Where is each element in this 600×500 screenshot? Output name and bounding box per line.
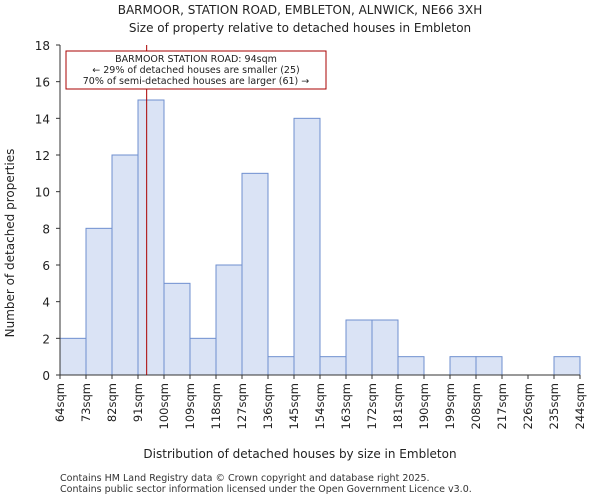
y-tick-label-12: 12 [35,149,50,163]
x-tick-label-244sqm: 244sqm [573,383,587,429]
bar-181sqm [397,356,425,376]
x-tick-label-73sqm: 73sqm [79,383,93,422]
x-tick-label-136sqm: 136sqm [261,383,275,429]
bar-100sqm [163,282,191,376]
x-tick-label-163sqm: 163sqm [339,383,353,429]
annotation-line-2: ← 29% of detached houses are smaller (25… [92,65,299,76]
y-tick-label-18: 18 [35,39,50,53]
y-tick-label-16: 16 [35,76,50,90]
y-tick-label-2: 2 [42,332,50,346]
annotation-line-1: BARMOOR STATION ROAD: 94sqm [115,54,277,65]
x-tick-label-127sqm: 127sqm [235,383,249,429]
x-tick-label-109sqm: 109sqm [183,383,197,429]
bar-208sqm [475,356,503,376]
footer-line-2: Contains public sector information licen… [60,484,472,495]
bar-127sqm [241,172,269,376]
x-tick-label-145sqm: 145sqm [287,383,301,429]
bar-199sqm [449,356,477,376]
x-tick-label-181sqm: 181sqm [391,383,405,429]
x-tick-label-100sqm: 100sqm [157,383,171,429]
x-tick-label-190sqm: 190sqm [417,383,431,429]
x-tick-label-199sqm: 199sqm [443,383,457,429]
annotation-box: BARMOOR STATION ROAD: 94sqm ← 29% of det… [65,50,327,90]
annotation-line-3: 70% of semi-detached houses are larger (… [83,76,310,87]
x-tick-label-154sqm: 154sqm [313,383,327,429]
bar-235sqm [553,356,581,376]
bar-136sqm [267,356,295,376]
y-axis-label: Number of detached properties [3,149,17,338]
chart-title: BARMOOR, STATION ROAD, EMBLETON, ALNWICK… [117,3,483,17]
x-tick-label-64sqm: 64sqm [53,383,67,422]
x-tick-label-172sqm: 172sqm [365,383,379,429]
y-tick-label-10: 10 [35,186,50,200]
x-tick-label-91sqm: 91sqm [131,383,145,422]
x-tick-label-235sqm: 235sqm [547,383,561,429]
bar-64sqm [59,337,87,376]
y-tick-label-0: 0 [42,369,50,383]
x-axis-label: Distribution of detached houses by size … [143,447,456,461]
bar-172sqm [371,319,399,376]
y-tick-label-8: 8 [42,222,50,236]
x-tick-label-217sqm: 217sqm [495,383,509,429]
bar-73sqm [85,227,113,376]
bar-91sqm [137,99,165,376]
y-tick-label-4: 4 [42,296,50,310]
bar-145sqm [293,117,321,376]
y-tick-label-14: 14 [35,112,50,126]
y-tick-label-6: 6 [42,259,50,273]
footer-line-1: Contains HM Land Registry data © Crown c… [60,473,430,484]
bar-109sqm [189,337,217,376]
x-tick-label-82sqm: 82sqm [105,383,119,422]
x-tick-label-226sqm: 226sqm [521,383,535,429]
bar-163sqm [345,319,373,376]
bar-154sqm [319,356,347,376]
bar-118sqm [215,264,243,376]
chart-subtitle: Size of property relative to detached ho… [128,21,472,35]
x-tick-label-118sqm: 118sqm [209,383,223,429]
bar-82sqm [111,154,139,376]
x-tick-label-208sqm: 208sqm [469,383,483,429]
